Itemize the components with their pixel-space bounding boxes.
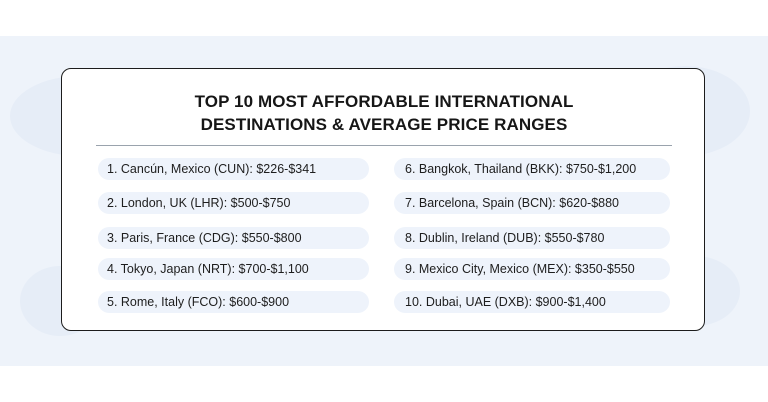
destination-item-7: 7. Barcelona, Spain (BCN): $620-$880 [394,192,670,214]
card-title-line-1: TOP 10 MOST AFFORDABLE INTERNATIONAL [194,92,574,111]
destination-item-1: 1. Cancún, Mexico (CUN): $226-$341 [98,158,369,180]
destination-item-8: 8. Dublin, Ireland (DUB): $550-$780 [394,227,670,249]
title-divider [96,145,672,146]
destination-item-5: 5. Rome, Italy (FCO): $600-$900 [98,291,369,313]
destinations-card: TOP 10 MOST AFFORDABLE INTERNATIONAL DES… [61,68,705,331]
destination-item-6: 6. Bangkok, Thailand (BKK): $750-$1,200 [394,158,670,180]
destination-item-3: 3. Paris, France (CDG): $550-$800 [98,227,369,249]
card-title-line-2: DESTINATIONS & AVERAGE PRICE RANGES [200,115,568,134]
destination-item-2: 2. London, UK (LHR): $500-$750 [98,192,369,214]
destination-item-10: 10. Dubai, UAE (DXB): $900-$1,400 [394,291,670,313]
destination-item-9: 9. Mexico City, Mexico (MEX): $350-$550 [394,258,670,280]
destination-item-4: 4. Tokyo, Japan (NRT): $700-$1,100 [98,258,369,280]
card-title: TOP 10 MOST AFFORDABLE INTERNATIONAL DES… [62,90,706,136]
